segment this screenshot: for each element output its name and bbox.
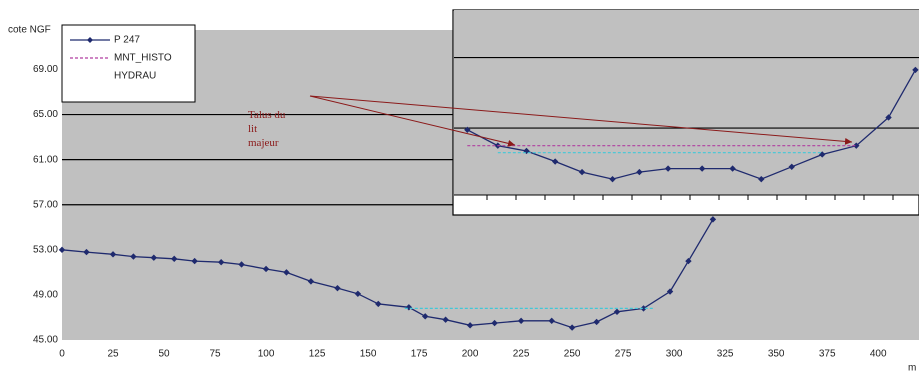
data-point [685,257,692,265]
data-point [551,158,559,165]
series-line [466,69,916,180]
y-tick-label: 61.00 [33,154,58,165]
data-point [442,316,449,323]
data-point [788,163,795,171]
data-point [466,322,474,329]
y-tick-label: 65.00 [33,109,58,120]
data-point [885,114,892,121]
x-tick-label: 25 [107,349,119,360]
legend-box [61,24,196,103]
y-tick-label: 49.00 [33,290,58,301]
annotation: Talus du lit majeur [248,109,286,149]
x-tick-label: 175 [411,349,428,360]
y-tick-label: 57.00 [33,199,58,210]
data-point [217,259,225,266]
x-tick-label: 325 [717,349,734,360]
data-point [709,216,717,223]
data-point [758,175,765,183]
x-tick-label: 100 [258,349,275,360]
x-tick-label: 200 [462,349,479,360]
legend-label: P 247 [114,35,140,46]
data-point [109,251,117,258]
x-tick-label: 300 [666,349,683,360]
x-tick-label: 400 [870,349,887,360]
legend-label: HYDRAU [114,71,156,82]
data-point [613,308,621,316]
data-point [375,300,382,308]
data-point [664,165,672,172]
data-point [593,318,600,326]
data-point [491,319,498,327]
data-point [354,290,362,297]
x-tick-label: 275 [615,349,632,360]
data-point [283,269,290,276]
data-point [58,246,66,254]
data-point [578,168,586,176]
annotation-arrow [309,95,516,147]
data-point [171,255,178,263]
data-point [262,265,270,273]
x-tick-label: 225 [513,349,530,360]
x-tick-label: 125 [309,349,326,360]
data-point [422,313,429,320]
data-point [464,126,471,134]
data-point [609,175,616,183]
data-point [853,142,860,149]
data-point [729,165,736,172]
data-point [191,257,198,265]
y-tick-label: 69.00 [33,64,58,75]
data-point [548,317,555,325]
data-point [666,288,674,295]
data-point [238,261,245,268]
data-point [130,253,137,260]
data-point [819,151,826,158]
x-tick-label: 0 [59,349,65,360]
x-axis-label: m [908,363,916,374]
data-point [83,248,90,256]
x-tick-label: 350 [768,349,785,360]
data-point [334,284,341,292]
y-tick-label: 45.00 [33,335,58,346]
data-point [517,317,525,325]
data-point [912,66,919,74]
data-point [640,305,647,312]
data-point [568,324,576,331]
x-tick-label: 150 [360,349,377,360]
x-tick-label: 250 [564,349,581,360]
y-axis-label: cote NGF [8,25,51,36]
legend-label: MNT_HISTO [114,53,172,64]
data-point [307,278,315,285]
inset-plot-area [454,10,919,195]
annotation-arrow [309,95,853,145]
data-point [698,165,706,172]
x-tick-label: 375 [819,349,836,360]
data-point [150,254,158,261]
y-tick-label: 53.00 [33,244,58,255]
x-tick-label: 50 [158,349,170,360]
x-tick-label: 75 [209,349,221,360]
legend-marker [87,37,93,43]
data-point [636,168,643,176]
